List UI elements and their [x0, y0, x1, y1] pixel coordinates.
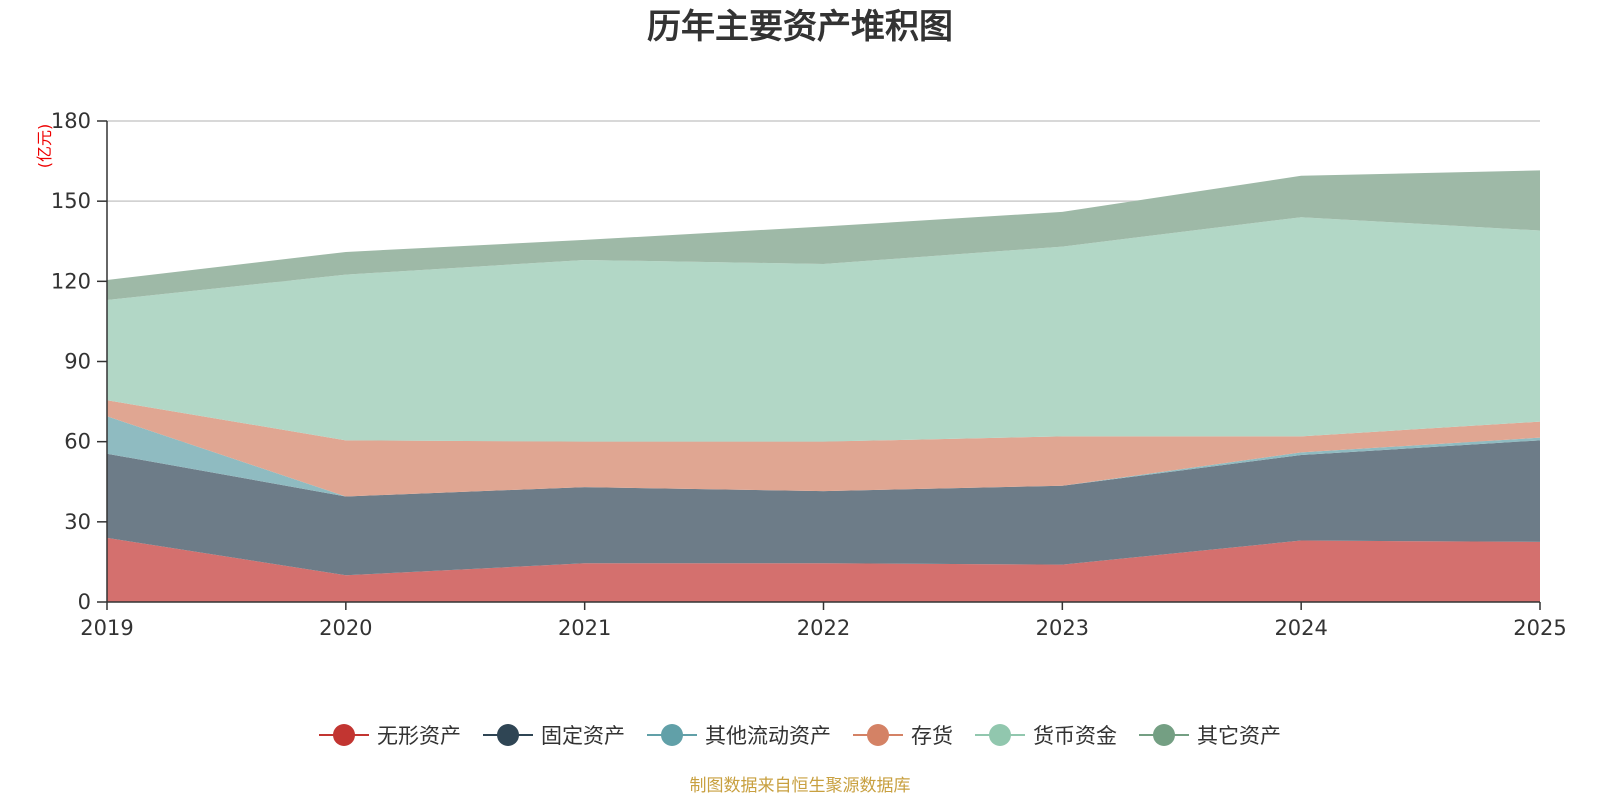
legend-label: 存货 — [911, 724, 953, 748]
legend[interactable]: 无形资产 固定资产 其他流动资产 存货 货币资金 其它资产 — [319, 724, 1281, 748]
y-tick-label-0: 0 — [78, 590, 91, 614]
legend-label: 其它资产 — [1197, 724, 1281, 748]
x-tick-label-2019: 2019 — [80, 616, 133, 640]
y-axis-ticks: 0 30 60 90 120 150 180 — [51, 109, 107, 614]
legend-circle-icon — [867, 724, 889, 746]
x-tick-label-2023: 2023 — [1036, 616, 1089, 640]
legend-item-0[interactable]: 无形资产 — [319, 724, 461, 748]
legend-circle-icon — [989, 724, 1011, 746]
x-axis-ticks: 2019 2020 2021 2022 2023 2024 2025 — [80, 602, 1567, 640]
chart-title: 历年主要资产堆积图 — [647, 7, 953, 47]
legend-item-4[interactable]: 货币资金 — [975, 724, 1117, 748]
y-tick-label-120: 120 — [51, 269, 91, 293]
area-series-4 — [107, 217, 1540, 442]
y-tick-label-60: 60 — [64, 430, 91, 454]
y-tick-label-180: 180 — [51, 109, 91, 133]
x-tick-label-2025: 2025 — [1513, 616, 1566, 640]
y-axis-unit-label: (亿元) — [35, 124, 54, 169]
legend-circle-icon — [497, 724, 519, 746]
legend-item-5[interactable]: 其它资产 — [1139, 724, 1281, 748]
source-note: 制图数据来自恒生聚源数据库 — [690, 776, 911, 796]
x-tick-label-2021: 2021 — [558, 616, 611, 640]
legend-label: 货币资金 — [1033, 724, 1117, 748]
legend-item-2[interactable]: 其他流动资产 — [647, 724, 831, 748]
area-series-3 — [107, 400, 1540, 497]
legend-item-1[interactable]: 固定资产 — [483, 724, 625, 748]
y-tick-label-150: 150 — [51, 189, 91, 213]
legend-item-3[interactable]: 存货 — [853, 724, 953, 748]
x-tick-label-2020: 2020 — [319, 616, 372, 640]
legend-circle-icon — [1153, 724, 1175, 746]
legend-label: 无形资产 — [377, 724, 461, 748]
y-tick-label-90: 90 — [64, 350, 91, 374]
x-tick-label-2024: 2024 — [1274, 616, 1327, 640]
area-series-0 — [107, 537, 1540, 602]
x-tick-label-2022: 2022 — [797, 616, 850, 640]
legend-label: 固定资产 — [541, 724, 625, 748]
area-series — [107, 170, 1540, 602]
y-tick-label-30: 30 — [64, 510, 91, 534]
legend-circle-icon — [661, 724, 683, 746]
area-series-5 — [107, 170, 1540, 301]
legend-circle-icon — [333, 724, 355, 746]
legend-label: 其他流动资产 — [705, 724, 831, 748]
area-series-1 — [107, 440, 1540, 576]
